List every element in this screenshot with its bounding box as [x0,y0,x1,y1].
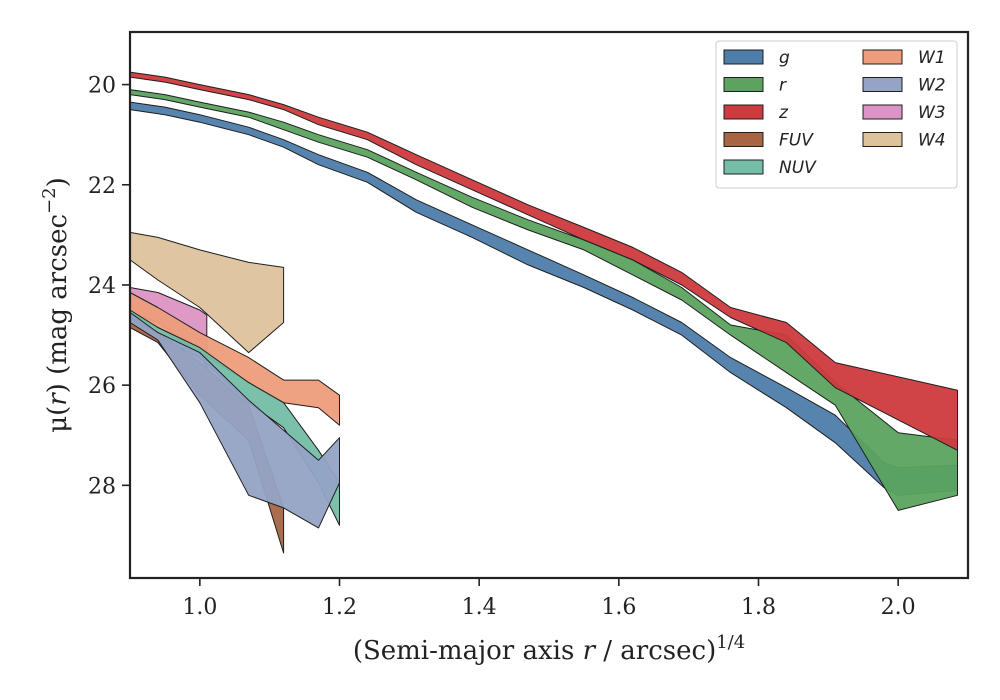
series-band-r [129,89,958,511]
plot-frame [128,30,970,580]
series-band-z [129,71,958,451]
x-axis-label: (Semi-major axis r / arcsec)1/4 [353,632,745,666]
legend-swatch-w2 [862,77,903,92]
x-tick-label: 1.4 [462,595,497,620]
y-tick-label: 20 [88,74,116,99]
legend-swatch-nuv [723,159,764,175]
legend-label-w3: W3 [918,103,946,123]
x-axis: 1.0 1.2 1.4 1.6 1.8 2.0 [182,578,916,620]
x-tick-label: 1.0 [182,595,217,620]
series-areas [129,71,958,554]
legend: grz FUV NUV W1 W2 W3 W4 [715,40,958,189]
y-tick-label: 26 [88,374,116,399]
legend-swatch-r [723,77,764,92]
legend-swatch-fuv [723,132,764,147]
legend-label-r: r [779,76,787,96]
y-axis-label: μ(r) (mag arcsec−2) [39,177,73,433]
legend-label-w4: W4 [918,131,946,151]
legend-swatch-w3 [862,104,903,120]
x-tick-label: 2.0 [881,595,916,620]
y-tick-label: 22 [88,174,116,199]
x-tick-label: 1.2 [322,595,357,620]
series-band-w2 [129,312,340,529]
x-tick-label: 1.6 [601,595,636,620]
y-tick-label: 24 [88,274,116,299]
legend-label-z: z [778,103,789,123]
legend-swatch-w4 [862,132,903,147]
legend-label-fuv: FUV [779,131,814,151]
legend-label-w1: W1 [918,48,946,68]
y-axis: 20 22 24 26 28 [88,74,130,499]
legend-swatch-w1 [862,49,903,65]
legend-label-nuv: NUV [779,158,817,178]
y-tick-label: 28 [88,474,116,499]
series-band-w4 [129,231,285,354]
legend-swatch-g [723,49,764,65]
legend-swatch-z [723,104,764,120]
legend-label-g: g [779,48,790,68]
legend-label-w2: W2 [918,76,946,96]
x-tick-label: 1.8 [741,595,776,620]
